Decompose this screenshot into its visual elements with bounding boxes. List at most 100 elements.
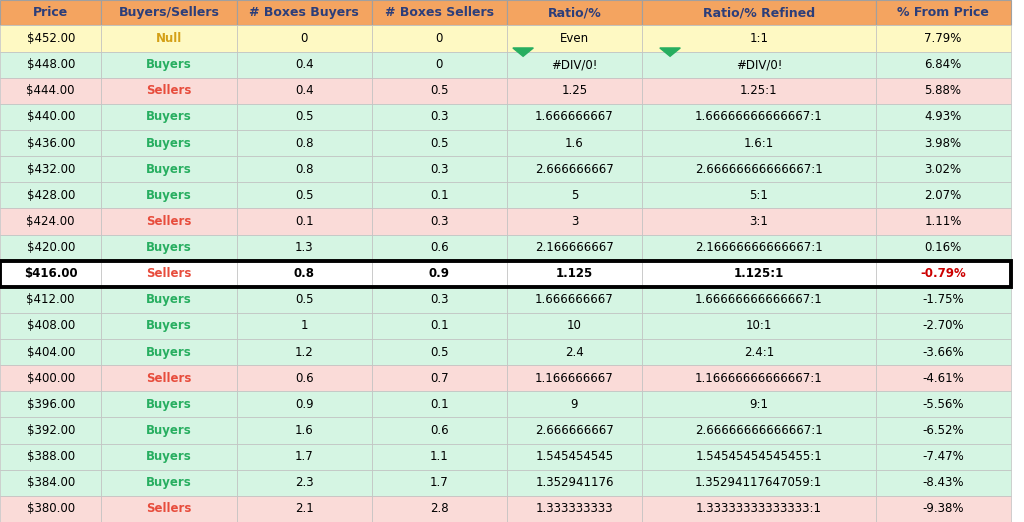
Text: 0.1: 0.1	[295, 215, 313, 228]
Polygon shape	[513, 48, 534, 56]
Text: 1.7: 1.7	[295, 450, 313, 463]
Bar	[237, 156, 372, 182]
Bar	[372, 418, 507, 444]
Text: 0.8: 0.8	[295, 137, 313, 150]
Bar	[0, 0, 101, 26]
Bar	[507, 234, 642, 260]
Bar	[0, 156, 101, 182]
Text: 1.666666667: 1.666666667	[536, 111, 613, 123]
Text: 1.16666666666667:1: 1.16666666666667:1	[695, 372, 822, 385]
Text: -0.79%: -0.79%	[921, 267, 966, 280]
Text: Buyers: Buyers	[146, 241, 191, 254]
Bar	[372, 313, 507, 339]
Text: $380.00: $380.00	[27, 503, 75, 515]
Bar	[0, 365, 101, 392]
Bar	[101, 260, 237, 287]
Bar	[101, 287, 237, 313]
Bar	[876, 104, 1011, 130]
Bar	[101, 339, 237, 365]
Bar	[642, 418, 876, 444]
Text: -2.70%: -2.70%	[923, 319, 964, 333]
Bar	[237, 104, 372, 130]
Text: 1.125:1: 1.125:1	[733, 267, 784, 280]
Text: Sellers: Sellers	[146, 215, 191, 228]
Text: -4.61%: -4.61%	[923, 372, 964, 385]
Text: Buyers: Buyers	[146, 319, 191, 333]
Bar	[876, 470, 1011, 496]
Bar	[0, 26, 101, 52]
Text: 1:1: 1:1	[750, 32, 768, 45]
Bar	[642, 182, 876, 208]
Text: 10: 10	[567, 319, 582, 333]
Bar	[101, 52, 237, 78]
Text: #DIV/0!: #DIV/0!	[551, 58, 598, 71]
Bar	[507, 365, 642, 392]
Bar	[876, 0, 1011, 26]
Text: 2.666666667: 2.666666667	[536, 424, 613, 437]
Text: 0.1: 0.1	[430, 189, 449, 202]
Text: 5.88%: 5.88%	[925, 84, 962, 97]
Text: $424.00: $424.00	[27, 215, 75, 228]
Text: #DIV/0!: #DIV/0!	[735, 58, 782, 71]
Text: Buyers: Buyers	[146, 163, 191, 176]
Bar	[507, 130, 642, 156]
Text: 2.66666666666667:1: 2.66666666666667:1	[695, 163, 822, 176]
Text: 1.25: 1.25	[561, 84, 588, 97]
Text: Sellers: Sellers	[146, 267, 191, 280]
Polygon shape	[659, 48, 680, 56]
Text: $384.00: $384.00	[27, 476, 75, 489]
Bar	[642, 130, 876, 156]
Text: 1.6: 1.6	[295, 424, 313, 437]
Bar	[101, 0, 237, 26]
Bar	[507, 444, 642, 470]
Bar	[101, 444, 237, 470]
Bar	[0, 234, 101, 260]
Bar	[372, 392, 507, 418]
Bar	[237, 418, 372, 444]
Bar	[507, 496, 642, 522]
Bar	[642, 313, 876, 339]
Text: 0.5: 0.5	[430, 137, 449, 150]
Text: Buyers: Buyers	[146, 293, 191, 306]
Text: 0.6: 0.6	[295, 372, 313, 385]
Bar	[237, 130, 372, 156]
Bar	[507, 78, 642, 104]
Text: 0.5: 0.5	[295, 189, 313, 202]
Text: 2.4: 2.4	[565, 346, 584, 359]
Bar	[876, 418, 1011, 444]
Text: Buyers: Buyers	[146, 424, 191, 437]
Bar	[237, 0, 372, 26]
Bar	[876, 287, 1011, 313]
Bar	[372, 78, 507, 104]
Bar	[876, 339, 1011, 365]
Bar	[642, 260, 876, 287]
Text: 0.6: 0.6	[430, 424, 449, 437]
Bar	[101, 130, 237, 156]
Text: Buyers: Buyers	[146, 450, 191, 463]
Bar	[237, 496, 372, 522]
Bar	[0, 444, 101, 470]
Text: -9.38%: -9.38%	[923, 503, 964, 515]
Bar	[237, 392, 372, 418]
Bar	[876, 260, 1011, 287]
Text: 0.9: 0.9	[429, 267, 450, 280]
Bar	[372, 0, 507, 26]
Bar	[0, 182, 101, 208]
Bar	[101, 234, 237, 260]
Text: $420.00: $420.00	[27, 241, 75, 254]
Text: 0.1: 0.1	[430, 319, 449, 333]
Bar	[237, 313, 372, 339]
Text: 2.66666666666667:1: 2.66666666666667:1	[695, 424, 822, 437]
Text: 0: 0	[435, 32, 443, 45]
Text: 0.4: 0.4	[295, 58, 313, 71]
Text: Buyers: Buyers	[146, 346, 191, 359]
Text: 0.3: 0.3	[430, 163, 449, 176]
Text: 1.545454545: 1.545454545	[536, 450, 613, 463]
Bar	[876, 182, 1011, 208]
Bar	[372, 339, 507, 365]
Bar	[876, 234, 1011, 260]
Bar	[237, 470, 372, 496]
Bar	[0, 208, 101, 234]
Text: 1.125: 1.125	[556, 267, 593, 280]
Text: 0.16%: 0.16%	[925, 241, 962, 254]
